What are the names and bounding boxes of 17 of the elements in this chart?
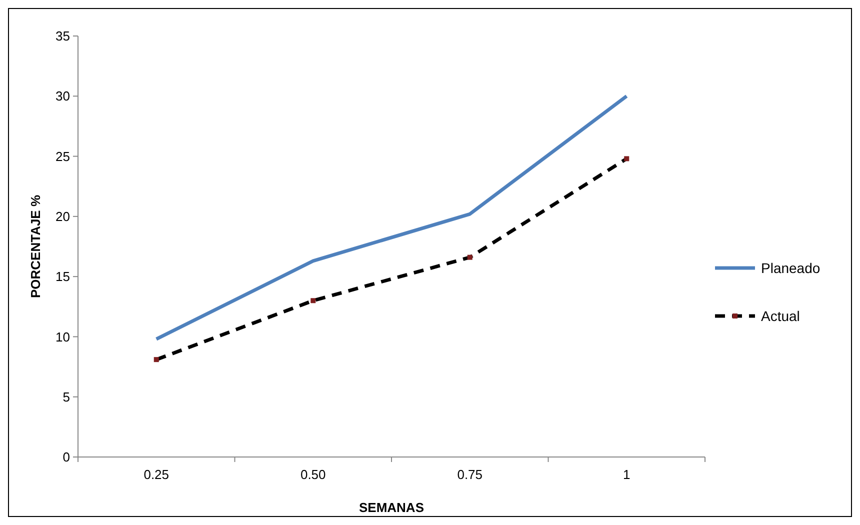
legend-label: Planeado bbox=[761, 260, 820, 276]
y-tick-label: 30 bbox=[56, 88, 70, 104]
y-tick-label: 25 bbox=[56, 148, 70, 164]
line-series bbox=[154, 94, 628, 341]
y-tick-label: 15 bbox=[56, 269, 70, 284]
legend-label: Actual bbox=[761, 308, 800, 324]
y-tick-label: 5 bbox=[62, 389, 70, 404]
x-axis-title: SEMANAS bbox=[358, 500, 424, 515]
x-tick-label: 0.50 bbox=[300, 467, 326, 482]
x-tick-label: 1 bbox=[623, 467, 630, 482]
x-tick-label: 0.25 bbox=[144, 467, 170, 482]
y-tick-label: 10 bbox=[56, 329, 70, 344]
y-axis-title: PORCENTAJE % bbox=[28, 194, 43, 298]
y-tick-label: 0 bbox=[62, 450, 70, 465]
y-tick-label: 20 bbox=[56, 208, 70, 224]
y-tick-label: 35 bbox=[56, 28, 70, 44]
x-tick-label: 0.75 bbox=[457, 467, 483, 482]
